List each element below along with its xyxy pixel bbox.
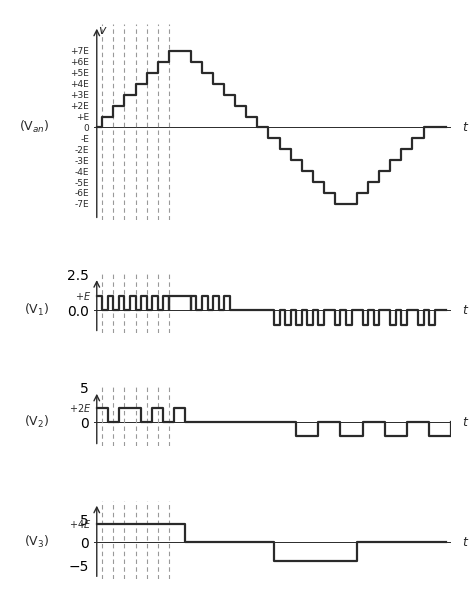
Text: $t$: $t$	[462, 304, 470, 317]
Text: $+2E$: $+2E$	[69, 402, 91, 414]
Text: $+4E$: $+4E$	[69, 518, 91, 530]
Text: $t$: $t$	[462, 415, 470, 428]
Text: (V$_{an}$): (V$_{an}$)	[19, 119, 50, 135]
Text: (V$_2$): (V$_2$)	[24, 414, 50, 430]
Text: $t$: $t$	[462, 121, 470, 134]
Text: (V$_3$): (V$_3$)	[24, 534, 50, 550]
Text: $t$: $t$	[462, 535, 470, 548]
Text: (V$_1$): (V$_1$)	[24, 302, 50, 319]
Text: $v$: $v$	[98, 24, 108, 37]
Text: $+E$: $+E$	[75, 290, 91, 302]
